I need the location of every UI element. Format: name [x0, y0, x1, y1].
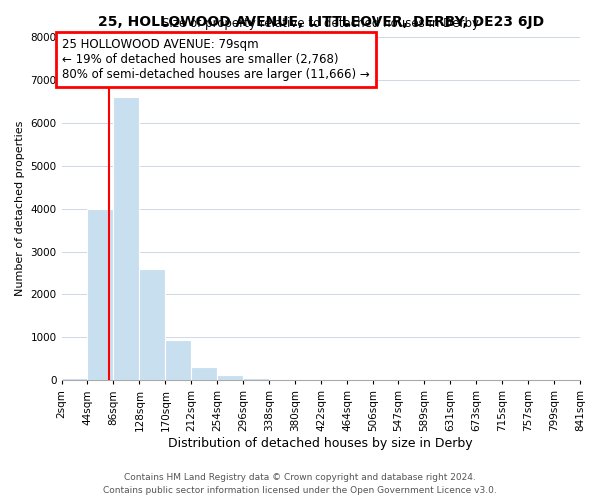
Text: 25 HOLLOWOOD AVENUE: 79sqm
← 19% of detached houses are smaller (2,768)
80% of s: 25 HOLLOWOOD AVENUE: 79sqm ← 19% of deta… — [62, 38, 370, 81]
Bar — [62, 378, 88, 380]
Bar — [217, 375, 243, 380]
Title: 25, HOLLOWOOD AVENUE, LITTLEOVER, DERBY, DE23 6JD: 25, HOLLOWOOD AVENUE, LITTLEOVER, DERBY,… — [98, 15, 544, 29]
Bar — [88, 208, 113, 380]
X-axis label: Distribution of detached houses by size in Derby: Distribution of detached houses by size … — [169, 437, 473, 450]
Text: Contains HM Land Registry data © Crown copyright and database right 2024.
Contai: Contains HM Land Registry data © Crown c… — [103, 474, 497, 495]
Bar — [166, 340, 191, 380]
Bar — [243, 378, 269, 380]
Bar — [191, 366, 217, 380]
Text: Size of property relative to detached houses in Derby: Size of property relative to detached ho… — [162, 17, 479, 30]
Y-axis label: Number of detached properties: Number of detached properties — [15, 121, 25, 296]
Bar — [113, 97, 139, 380]
Bar — [139, 269, 166, 380]
